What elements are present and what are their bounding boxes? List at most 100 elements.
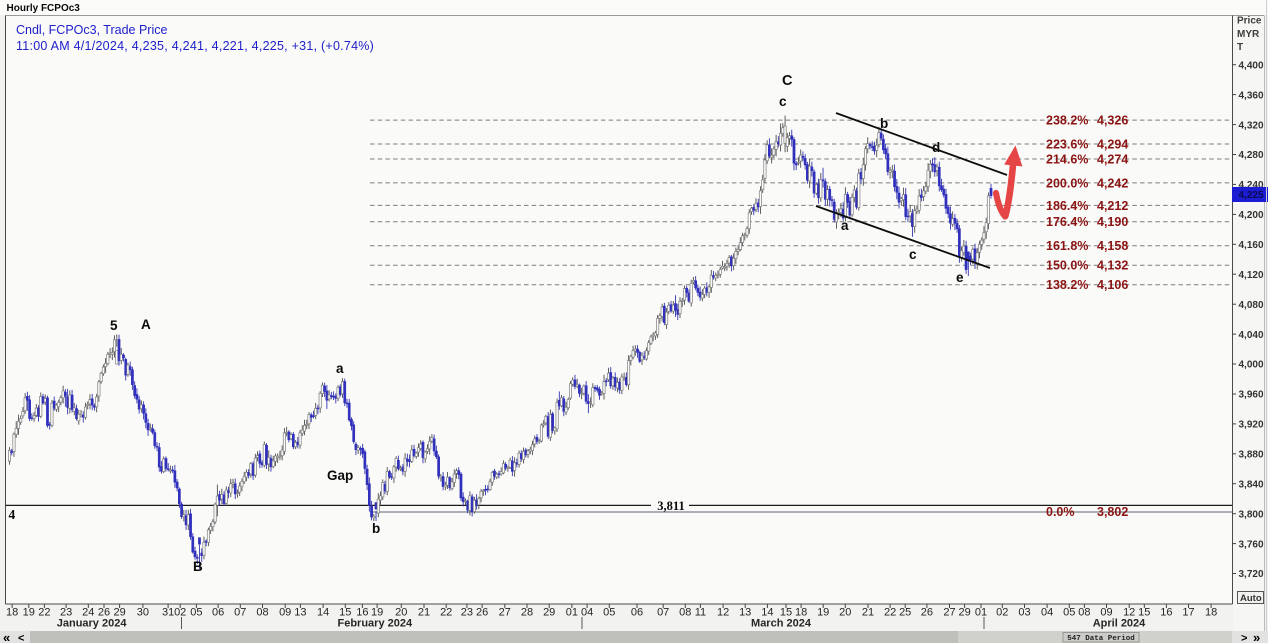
svg-text:14: 14 xyxy=(317,607,329,619)
svg-text:4,274: 4,274 xyxy=(1097,152,1128,166)
svg-text:d: d xyxy=(932,140,940,155)
svg-text:17: 17 xyxy=(1182,607,1194,619)
svg-text:29: 29 xyxy=(113,607,125,619)
svg-text:02: 02 xyxy=(996,607,1008,619)
svg-text:Cndl, FCPOc3, Trade Price: Cndl, FCPOc3, Trade Price xyxy=(16,23,167,37)
svg-text:11:00 AM 4/1/2024, 4,235, 4,24: 11:00 AM 4/1/2024, 4,235, 4,241, 4,221, … xyxy=(16,39,374,53)
svg-text:4,158: 4,158 xyxy=(1097,239,1128,253)
svg-text:4,160: 4,160 xyxy=(1239,240,1264,251)
svg-text:4,132: 4,132 xyxy=(1097,259,1128,273)
svg-text:T: T xyxy=(1237,42,1243,53)
svg-text:08: 08 xyxy=(256,607,268,619)
svg-text:a: a xyxy=(841,218,849,233)
svg-text:4,200: 4,200 xyxy=(1239,210,1264,221)
svg-text:22: 22 xyxy=(884,607,896,619)
svg-text:14: 14 xyxy=(761,607,773,619)
svg-text:150.0%: 150.0% xyxy=(1046,259,1088,273)
svg-text:01: 01 xyxy=(566,607,578,619)
svg-text:26: 26 xyxy=(476,607,488,619)
svg-text:02: 02 xyxy=(174,607,186,619)
svg-text:27: 27 xyxy=(499,607,511,619)
svg-text:«: « xyxy=(3,630,10,643)
svg-text:3,811: 3,811 xyxy=(657,499,684,513)
svg-text:15: 15 xyxy=(339,607,351,619)
svg-text:16: 16 xyxy=(1160,607,1172,619)
svg-text:08: 08 xyxy=(679,607,691,619)
svg-text:31: 31 xyxy=(162,607,174,619)
svg-text:26: 26 xyxy=(98,607,110,619)
svg-text:23: 23 xyxy=(60,607,72,619)
svg-text:4,280: 4,280 xyxy=(1239,150,1264,161)
svg-text:08: 08 xyxy=(1078,607,1090,619)
svg-text:18: 18 xyxy=(6,607,18,619)
svg-text:4,320: 4,320 xyxy=(1239,120,1264,131)
svg-text:4,400: 4,400 xyxy=(1239,60,1264,71)
svg-text:12: 12 xyxy=(1123,607,1135,619)
svg-text:19: 19 xyxy=(371,607,383,619)
svg-text:13: 13 xyxy=(294,607,306,619)
svg-text:28: 28 xyxy=(521,607,533,619)
svg-text:07: 07 xyxy=(234,607,246,619)
svg-text:<: < xyxy=(18,633,24,643)
svg-text:Price: Price xyxy=(1237,16,1262,27)
svg-text:4,190: 4,190 xyxy=(1097,215,1128,229)
svg-text:176.4%: 176.4% xyxy=(1046,215,1088,229)
svg-text:4,240: 4,240 xyxy=(1239,180,1264,191)
svg-text:29: 29 xyxy=(543,607,555,619)
svg-text:19: 19 xyxy=(817,607,829,619)
svg-text:27: 27 xyxy=(943,607,955,619)
svg-text:21: 21 xyxy=(418,607,430,619)
svg-text:April 2024: April 2024 xyxy=(1093,618,1146,630)
svg-text:11: 11 xyxy=(695,607,706,619)
svg-text:223.6%: 223.6% xyxy=(1046,137,1088,151)
svg-text:4,326: 4,326 xyxy=(1097,114,1128,128)
svg-text:15: 15 xyxy=(780,607,792,619)
svg-text:21: 21 xyxy=(862,607,874,619)
svg-text:4,000: 4,000 xyxy=(1239,360,1264,371)
svg-text:A: A xyxy=(141,317,151,332)
svg-text:12: 12 xyxy=(717,607,729,619)
svg-text:26: 26 xyxy=(921,607,933,619)
svg-text:3,840: 3,840 xyxy=(1239,479,1264,490)
svg-text:22: 22 xyxy=(440,607,452,619)
svg-text:30: 30 xyxy=(137,607,149,619)
svg-text:e: e xyxy=(956,270,964,285)
svg-text:4: 4 xyxy=(9,507,16,522)
svg-text:20: 20 xyxy=(839,607,851,619)
svg-text:4,040: 4,040 xyxy=(1239,330,1264,341)
svg-text:13: 13 xyxy=(739,607,751,619)
svg-text:b: b xyxy=(372,521,380,536)
svg-text:19: 19 xyxy=(23,607,35,619)
svg-text:»: » xyxy=(1253,630,1260,643)
svg-text:23: 23 xyxy=(461,607,473,619)
svg-text:24: 24 xyxy=(82,607,94,619)
svg-text:Auto: Auto xyxy=(1240,593,1262,604)
svg-text:c: c xyxy=(909,247,917,262)
svg-text:15: 15 xyxy=(1138,607,1150,619)
svg-text:4,242: 4,242 xyxy=(1097,176,1128,190)
svg-text:3,960: 3,960 xyxy=(1239,390,1264,401)
svg-text:3,800: 3,800 xyxy=(1239,509,1264,520)
svg-text:05: 05 xyxy=(1063,607,1075,619)
svg-text:4,212: 4,212 xyxy=(1097,199,1128,213)
svg-text:3,760: 3,760 xyxy=(1239,539,1264,550)
svg-text:04: 04 xyxy=(581,607,593,619)
svg-text:03: 03 xyxy=(1018,607,1030,619)
svg-text:C: C xyxy=(782,73,793,89)
svg-text:161.8%: 161.8% xyxy=(1046,239,1088,253)
svg-text:3,920: 3,920 xyxy=(1239,420,1264,431)
svg-text:05: 05 xyxy=(190,607,202,619)
svg-text:20: 20 xyxy=(395,607,407,619)
svg-text:>: > xyxy=(1241,633,1247,643)
svg-text:4,225: 4,225 xyxy=(1239,190,1264,201)
svg-text:238.2%: 238.2% xyxy=(1046,114,1088,128)
svg-text:186.4%: 186.4% xyxy=(1046,199,1088,213)
svg-text:4,294: 4,294 xyxy=(1097,137,1128,151)
svg-text:09: 09 xyxy=(1100,607,1112,619)
svg-text:February 2024: February 2024 xyxy=(337,618,412,630)
svg-text:5: 5 xyxy=(110,318,118,333)
svg-text:c: c xyxy=(779,94,787,109)
svg-text:January 2024: January 2024 xyxy=(57,618,128,630)
svg-text:March 2024: March 2024 xyxy=(751,618,812,630)
svg-text:4,106: 4,106 xyxy=(1097,278,1128,292)
